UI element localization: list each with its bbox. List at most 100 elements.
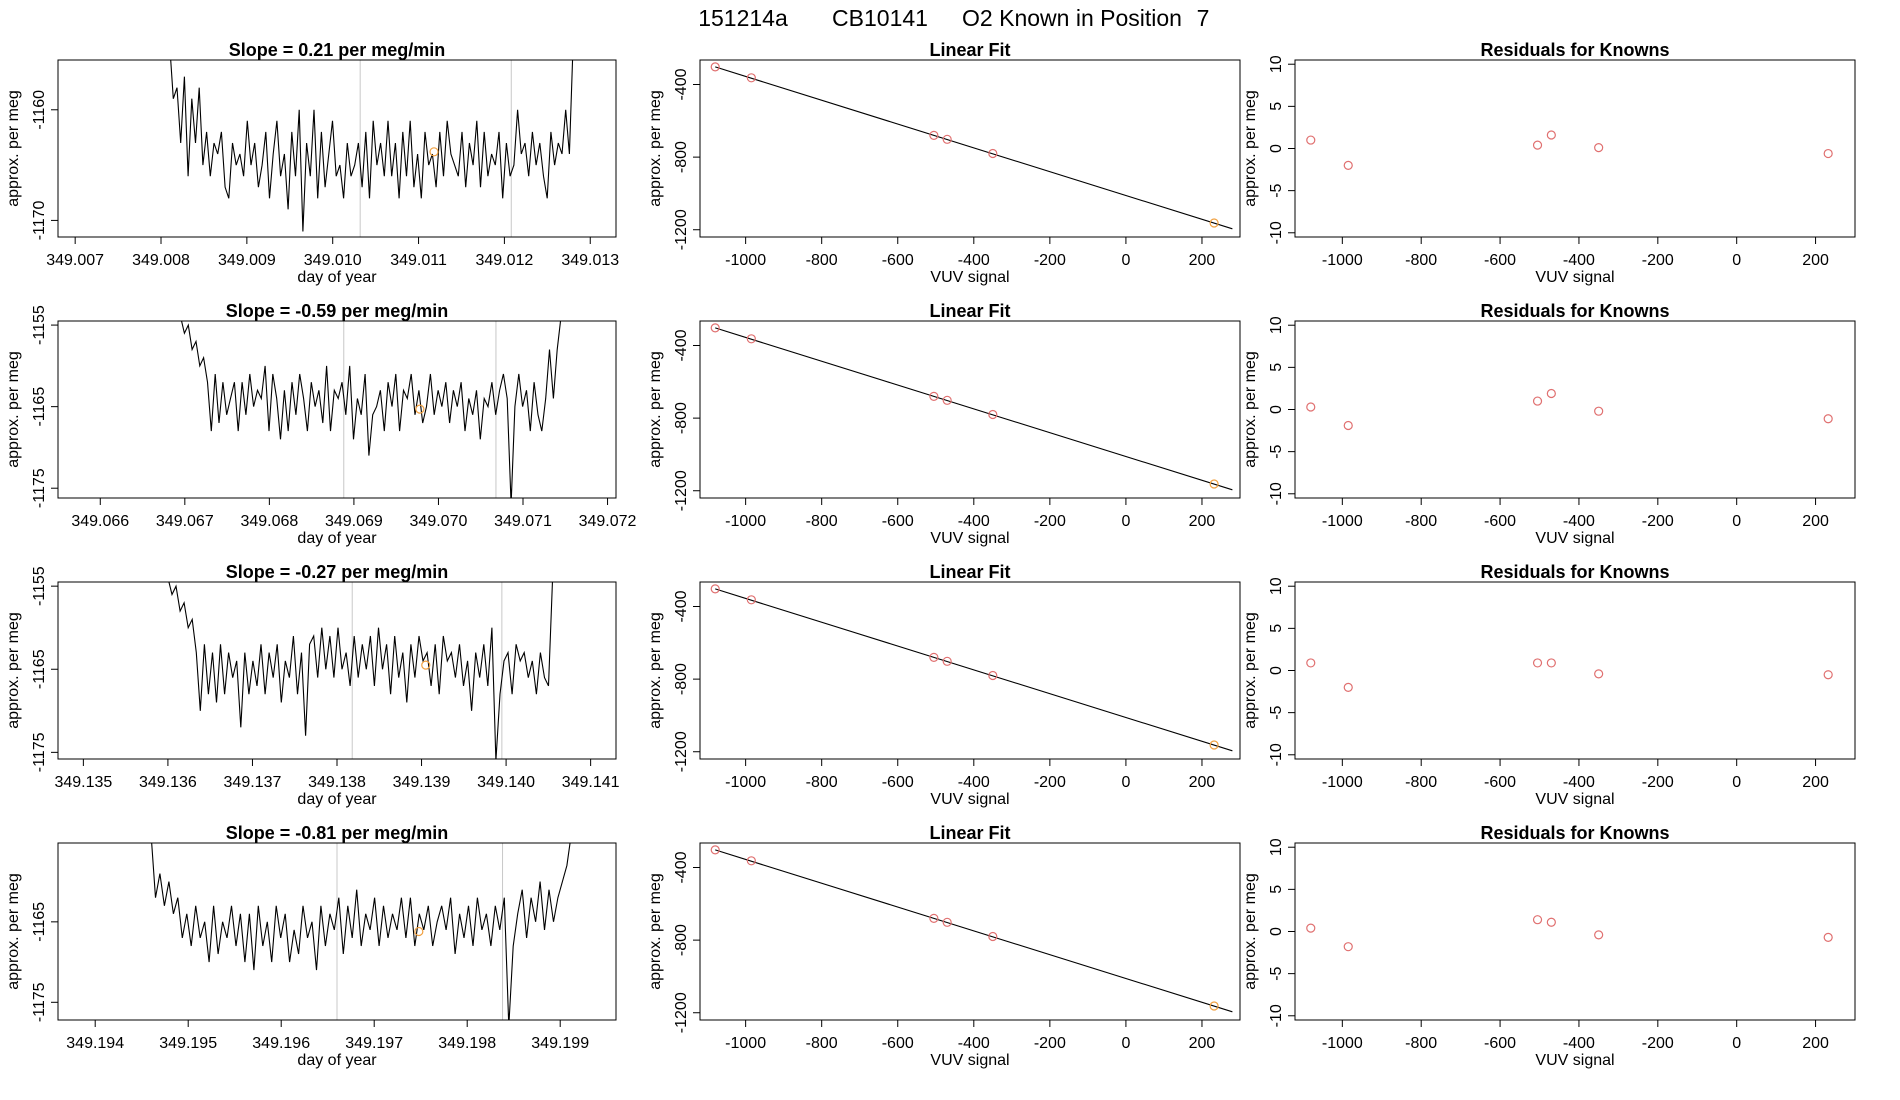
x-tick-label: 0 [1732, 1035, 1741, 1052]
y-tick-label: 0 [1268, 405, 1285, 414]
y-tick-label: -1165 [31, 902, 48, 942]
data-point [1306, 658, 1316, 668]
data-point [1343, 160, 1353, 170]
y-tick-label: -800 [673, 663, 690, 695]
sample-point [1209, 218, 1219, 228]
y-tick-label: 0 [1268, 927, 1285, 936]
y-axis-label: approx. per meg [1242, 612, 1259, 729]
plot-frame [699, 581, 1241, 760]
data-point [942, 134, 952, 144]
x-tick-label: 349.067 [156, 513, 214, 530]
x-tick-label: 349.196 [252, 1035, 310, 1052]
y-tick-label: 5 [1268, 624, 1285, 633]
data-series-line [151, 843, 571, 1020]
x-tick-label: 349.070 [410, 513, 468, 530]
y-tick-label: -800 [673, 924, 690, 956]
y-axis-label: approx. per meg [647, 351, 664, 468]
x-tick-label: 349.136 [139, 774, 197, 791]
x-tick-label: -400 [1563, 513, 1595, 530]
x-tick-label: -600 [1484, 1035, 1516, 1052]
y-tick-label: -1155 [31, 305, 48, 345]
x-tick-label: 349.007 [46, 252, 104, 269]
y-tick-label: -1170 [31, 200, 48, 240]
x-tick-label: 349.008 [132, 252, 190, 269]
x-tick-label: 0 [1121, 1035, 1130, 1052]
x-tick-label: 0 [1732, 252, 1741, 269]
data-point [710, 323, 720, 333]
fit-line [715, 588, 1233, 752]
y-tick-label: 10 [1268, 55, 1285, 73]
plot-area [1306, 130, 1833, 170]
panel-title: Residuals for Knowns [1480, 40, 1669, 60]
x-axis-label: VUV signal [1535, 791, 1614, 808]
x-tick-label: 349.139 [393, 774, 451, 791]
x-axis-label: day of year [297, 1052, 377, 1069]
data-point [1546, 130, 1556, 140]
y-tick-label: -1175 [31, 982, 48, 1022]
x-tick-label: -1000 [1322, 513, 1363, 530]
x-tick-label: -400 [958, 1035, 990, 1052]
x-tick-label: -1000 [725, 1035, 766, 1052]
y-tick-label: 10 [1268, 577, 1285, 595]
x-tick-label: -600 [882, 252, 914, 269]
x-tick-label: -600 [882, 513, 914, 530]
data-point [746, 73, 756, 83]
x-axis-label: VUV signal [1535, 269, 1614, 286]
x-tick-label: 349.069 [325, 513, 383, 530]
x-tick-label: -400 [1563, 252, 1595, 269]
sample-point [1209, 740, 1219, 750]
x-tick-label: -400 [1563, 774, 1595, 791]
plot-area [1306, 388, 1833, 431]
y-tick-label: 5 [1268, 885, 1285, 894]
y-tick-label: -5 [1268, 966, 1285, 980]
panel-title: Linear Fit [929, 823, 1010, 843]
x-tick-label: -600 [1484, 774, 1516, 791]
x-axis-label: day of year [297, 791, 377, 808]
panel-r0c2: Residuals for Knowns-1000 -800 -600 -400 -20… [1242, 40, 1856, 286]
data-point [988, 931, 998, 942]
x-tick-label: -200 [1034, 252, 1066, 269]
x-tick-label: 200 [1189, 513, 1216, 530]
plot-frame [1294, 59, 1856, 238]
y-tick-label: -1200 [673, 470, 690, 511]
plot-frame [57, 320, 617, 499]
x-tick-label: -1000 [725, 513, 766, 530]
x-tick-label: 349.012 [475, 252, 533, 269]
data-series-line [168, 582, 553, 759]
data-point [1823, 932, 1833, 943]
x-tick-label: 349.068 [240, 513, 298, 530]
x-tick-label: 349.010 [304, 252, 362, 269]
x-tick-label: -200 [1034, 513, 1066, 530]
data-point [942, 395, 952, 405]
x-tick-label: 349.013 [561, 252, 619, 269]
data-point [988, 148, 998, 159]
y-tick-label: -5 [1268, 444, 1285, 458]
sample-point [414, 926, 424, 937]
y-tick-label: -10 [1268, 482, 1285, 505]
y-tick-label: -1165 [31, 649, 48, 689]
plot-area [710, 845, 1233, 1013]
panel-r2c1: Linear Fit -1000 -800 -600 -400 -200 0 200 VUV s… [647, 562, 1241, 808]
panel-r2c2: Residuals for Knowns-1000 -800 -600 -400 -20… [1242, 562, 1856, 808]
x-axis-label: VUV signal [1535, 1052, 1614, 1069]
y-tick-label: -10 [1268, 221, 1285, 244]
x-tick-label: -800 [806, 513, 838, 530]
data-point [929, 652, 939, 662]
panel-grid: Slope = 0.21 per meg/min 349.007 349.008 34… [5, 40, 1856, 1069]
x-tick-label: -400 [958, 513, 990, 530]
data-point [1306, 923, 1316, 933]
y-tick-label: -800 [673, 141, 690, 173]
y-tick-label: -5 [1268, 705, 1285, 719]
figure-title-run: 151214a [698, 5, 788, 31]
x-tick-label: 349.072 [579, 513, 637, 530]
y-tick-label: 0 [1268, 144, 1285, 153]
y-tick-label: -800 [673, 402, 690, 434]
data-point [1306, 402, 1316, 412]
data-series-line [180, 321, 562, 498]
sample-point [415, 404, 425, 414]
panel-title: Slope = 0.21 per meg/min [229, 40, 446, 60]
y-tick-label: 10 [1268, 838, 1285, 856]
x-tick-label: -200 [1034, 1035, 1066, 1052]
data-point [929, 913, 939, 923]
x-tick-label: 349.135 [54, 774, 112, 791]
